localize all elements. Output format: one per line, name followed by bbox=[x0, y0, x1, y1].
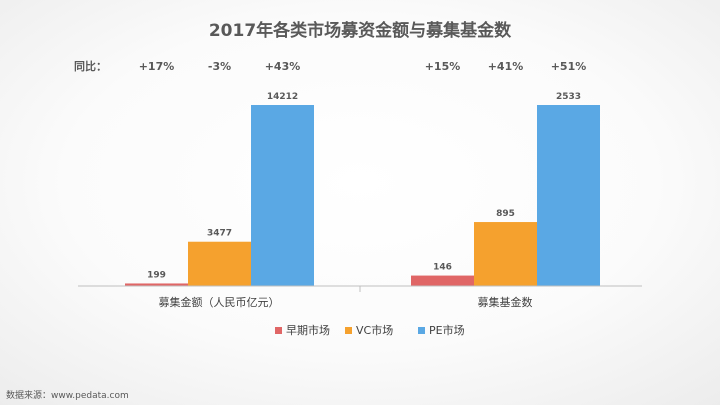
legend: 早期市场 VC市场 PE市场 bbox=[275, 323, 465, 337]
chart-marks: 199 +17% 3477 -3% 14212 +43% 募集金额（人民币亿元） 146 +15… bbox=[125, 60, 600, 309]
legend-swatch bbox=[275, 327, 282, 334]
data-label: 3477 bbox=[207, 229, 232, 239]
data-label: 146 bbox=[433, 263, 452, 273]
legend-swatch bbox=[418, 327, 425, 334]
bar-amount-0 bbox=[125, 283, 188, 286]
data-label: 2533 bbox=[556, 92, 581, 102]
legend-label: 早期市场 bbox=[286, 323, 330, 337]
bar-amount-2 bbox=[251, 105, 314, 286]
yoy-value: -3% bbox=[208, 60, 231, 73]
chart-title: 2017年各类市场募资金额与募集基金数 bbox=[209, 20, 512, 41]
bar-count-2 bbox=[537, 105, 600, 286]
legend-swatch bbox=[345, 327, 352, 334]
yoy-value: +15% bbox=[425, 60, 461, 73]
bar-count-0 bbox=[411, 275, 474, 286]
category-label: 募集金额（人民币亿元） bbox=[159, 295, 280, 309]
bar-amount-1 bbox=[188, 241, 251, 286]
yoy-value: +43% bbox=[265, 60, 301, 73]
data-label: 895 bbox=[496, 209, 515, 219]
yoy-value: +41% bbox=[488, 60, 524, 73]
legend-label: PE市场 bbox=[429, 323, 465, 337]
yoy-value: +17% bbox=[139, 60, 175, 73]
data-label: 14212 bbox=[267, 92, 298, 102]
legend-label: VC市场 bbox=[356, 323, 393, 337]
category-label: 募集基金数 bbox=[478, 295, 533, 309]
yoy-value: +51% bbox=[551, 60, 587, 73]
yoy-label: 同比： bbox=[74, 59, 107, 73]
source-note: 数据来源：www.pedata.com bbox=[6, 389, 129, 401]
data-label: 199 bbox=[147, 270, 166, 280]
bar-count-1 bbox=[474, 222, 537, 286]
